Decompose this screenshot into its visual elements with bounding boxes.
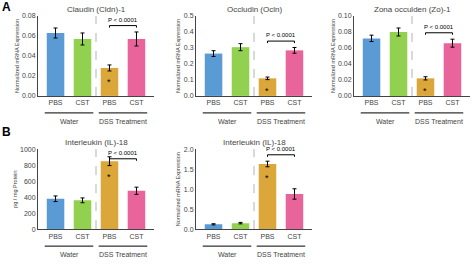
svg-text:CST: CST [76, 233, 91, 240]
svg-text:PBS: PBS [207, 99, 221, 106]
svg-text:CST: CST [129, 233, 144, 240]
svg-text:600: 600 [24, 178, 36, 185]
svg-text:1.0: 1.0 [184, 186, 194, 193]
svg-text:CST: CST [287, 99, 302, 106]
svg-text:CST: CST [234, 99, 249, 106]
svg-text:PBS: PBS [102, 99, 116, 106]
svg-text:Normalized mRNA Expression: Normalized mRNA Expression [175, 19, 181, 93]
svg-text:P < 0.0001: P < 0.0001 [424, 24, 454, 30]
svg-text:0.00: 0.00 [22, 92, 36, 99]
svg-text:Water: Water [60, 251, 79, 258]
svg-text:0: 0 [32, 226, 36, 233]
svg-text:PBS: PBS [102, 233, 116, 240]
svg-text:Normalized mRNA Expression: Normalized mRNA Expression [330, 19, 336, 93]
svg-text:Interleukin (IL)-18: Interleukin (IL)-18 [65, 138, 128, 147]
svg-text:0.08: 0.08 [22, 12, 36, 19]
svg-text:CST: CST [287, 233, 302, 240]
svg-text:0.4: 0.4 [184, 28, 194, 35]
svg-text:Zona occulden (Zo)-1: Zona occulden (Zo)-1 [374, 5, 451, 14]
svg-text:0.06: 0.06 [22, 32, 36, 39]
svg-text:0.04: 0.04 [338, 60, 352, 67]
svg-text:*: * [265, 173, 269, 183]
svg-text:*: * [107, 77, 111, 87]
svg-text:Water: Water [218, 251, 237, 258]
svg-text:Normalized mRNA Expression: Normalized mRNA Expression [14, 19, 20, 93]
svg-text:B: B [2, 125, 11, 139]
svg-text:200: 200 [24, 210, 36, 217]
svg-text:CST: CST [129, 99, 144, 106]
svg-text:Water: Water [60, 118, 79, 125]
svg-text:A: A [2, 0, 11, 14]
svg-text:PBS: PBS [365, 99, 379, 106]
svg-text:1000: 1000 [20, 146, 36, 153]
svg-text:DSS Treatment: DSS Treatment [257, 118, 305, 125]
svg-text:P < 0.0001: P < 0.0001 [108, 17, 138, 23]
svg-text:0.04: 0.04 [22, 52, 36, 59]
svg-text:pg / mg Protein: pg / mg Protein [12, 171, 18, 208]
svg-text:1.5: 1.5 [184, 166, 194, 173]
svg-text:PBS: PBS [260, 233, 274, 240]
svg-text:DSS Treatment: DSS Treatment [257, 251, 305, 258]
svg-text:P < 0.0001: P < 0.0001 [266, 32, 296, 38]
svg-text:0.00: 0.00 [338, 92, 352, 99]
svg-text:Occludin (Ocln): Occludin (Ocln) [227, 5, 282, 14]
svg-text:*: * [423, 86, 427, 96]
svg-text:P < 0.0001: P < 0.0001 [108, 150, 138, 156]
svg-text:CST: CST [234, 233, 249, 240]
svg-text:DSS Treatment: DSS Treatment [415, 118, 463, 125]
svg-text:0.06: 0.06 [338, 44, 352, 51]
svg-text:*: * [107, 172, 111, 182]
svg-text:0.0: 0.0 [184, 92, 194, 99]
svg-text:0.02: 0.02 [22, 72, 36, 79]
svg-text:800: 800 [24, 162, 36, 169]
svg-text:PBS: PBS [207, 233, 221, 240]
svg-text:0.5: 0.5 [184, 206, 194, 213]
svg-text:0.2: 0.2 [184, 60, 194, 67]
svg-text:Interleukin (IL)-18: Interleukin (IL)-18 [223, 138, 286, 147]
svg-text:PBS: PBS [49, 233, 63, 240]
svg-text:0.0: 0.0 [184, 226, 194, 233]
svg-text:400: 400 [24, 194, 36, 201]
svg-text:PBS: PBS [418, 99, 432, 106]
svg-text:CST: CST [392, 99, 407, 106]
svg-text:CST: CST [445, 99, 460, 106]
svg-text:Claudin (Cldn)-1: Claudin (Cldn)-1 [67, 5, 126, 14]
svg-text:Water: Water [218, 118, 237, 125]
svg-text:0.10: 0.10 [338, 12, 352, 19]
svg-text:DSS Treatment: DSS Treatment [99, 251, 147, 258]
svg-text:0.08: 0.08 [338, 28, 352, 35]
svg-text:PBS: PBS [49, 99, 63, 106]
svg-text:*: * [265, 86, 269, 96]
svg-text:CST: CST [76, 99, 91, 106]
svg-text:PBS: PBS [260, 99, 274, 106]
svg-text:0.1: 0.1 [184, 76, 194, 83]
svg-text:DSS Treatment: DSS Treatment [99, 118, 147, 125]
svg-text:P < 0.0001: P < 0.0001 [266, 146, 296, 152]
svg-text:0.02: 0.02 [338, 76, 352, 83]
svg-text:Normalized mRNA Expression: Normalized mRNA Expression [175, 152, 181, 226]
svg-text:Water: Water [376, 118, 395, 125]
svg-text:0.5: 0.5 [184, 12, 194, 19]
svg-text:0.3: 0.3 [184, 44, 194, 51]
svg-text:2.0: 2.0 [184, 146, 194, 153]
